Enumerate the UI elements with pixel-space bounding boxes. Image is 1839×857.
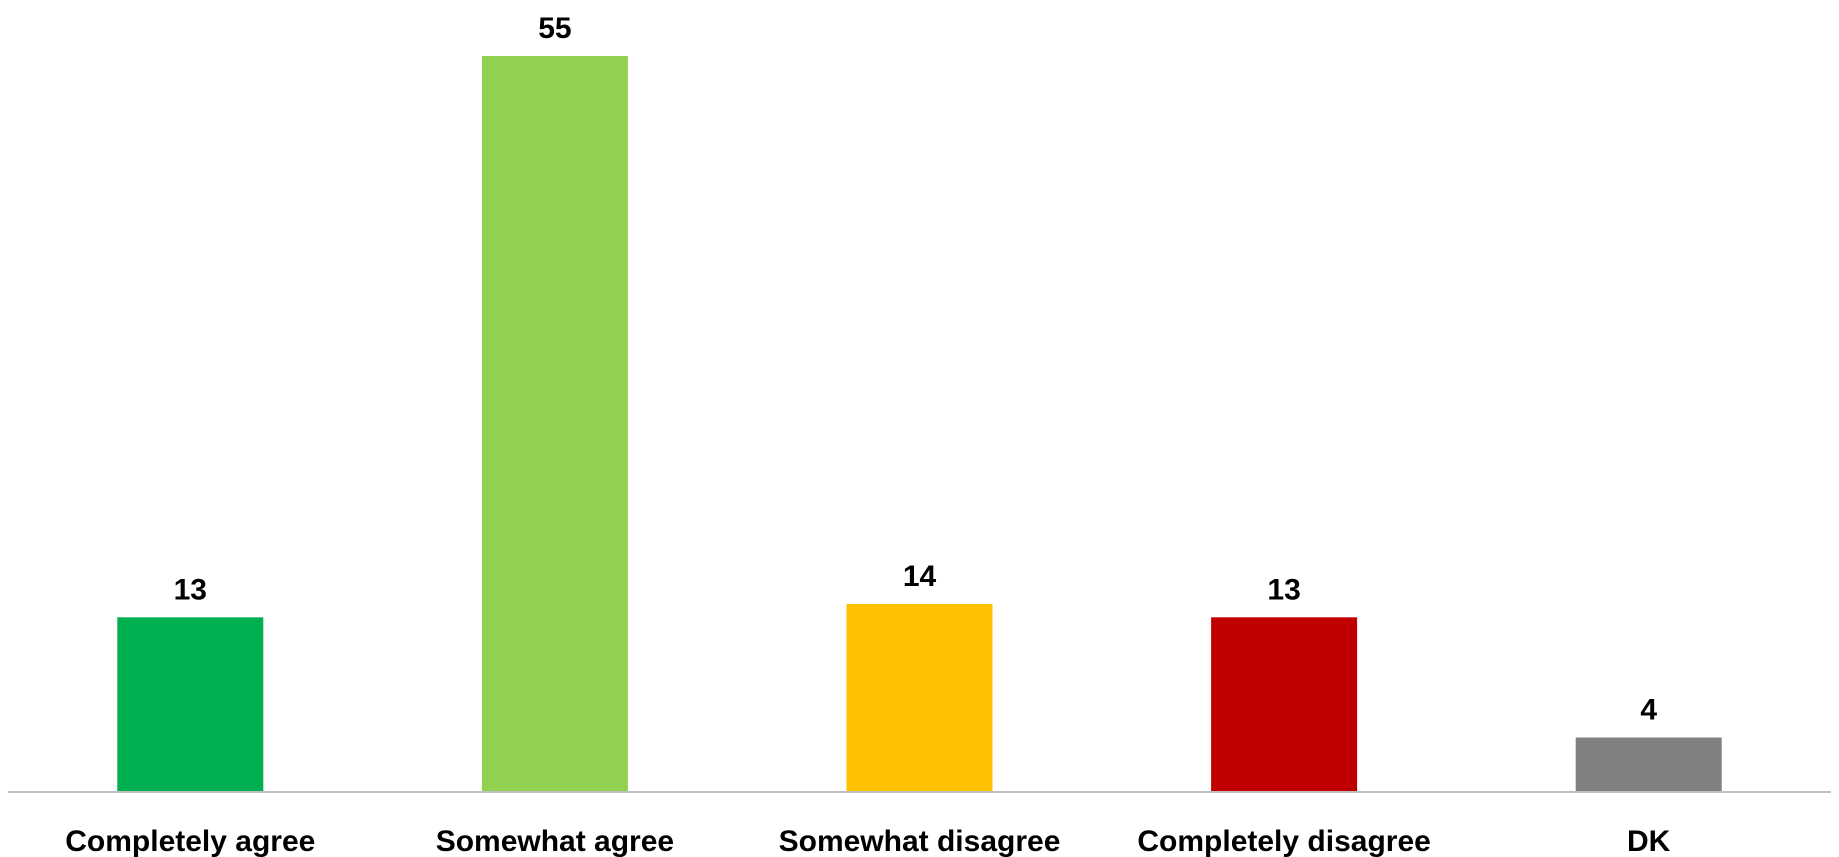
category-labels-group: Completely agree Somewhat agree Somewhat d… — [65, 825, 1670, 857]
value-labels-group: 13 55 14 13 4 — [174, 12, 1658, 727]
bar-somewhat-disagree — [846, 603, 993, 791]
value-label-completely-agree: 13 — [174, 573, 207, 606]
category-label-dk: DK — [1627, 825, 1671, 857]
bar-completely-agree — [117, 617, 264, 791]
value-label-completely-disagree: 13 — [1267, 573, 1300, 606]
value-label-somewhat-agree: 55 — [538, 12, 571, 45]
bar-dk — [1575, 737, 1722, 791]
bars-group — [117, 56, 1722, 791]
category-label-somewhat-agree: Somewhat agree — [436, 825, 674, 857]
value-label-somewhat-disagree: 14 — [903, 560, 937, 593]
category-label-completely-agree: Completely agree — [65, 825, 315, 857]
value-label-dk: 4 — [1640, 694, 1657, 727]
category-label-somewhat-disagree: Somewhat disagree — [779, 825, 1061, 857]
bar-completely-disagree — [1211, 617, 1358, 791]
bar-somewhat-agree — [481, 56, 628, 791]
category-label-completely-disagree: Completely disagree — [1137, 825, 1430, 857]
